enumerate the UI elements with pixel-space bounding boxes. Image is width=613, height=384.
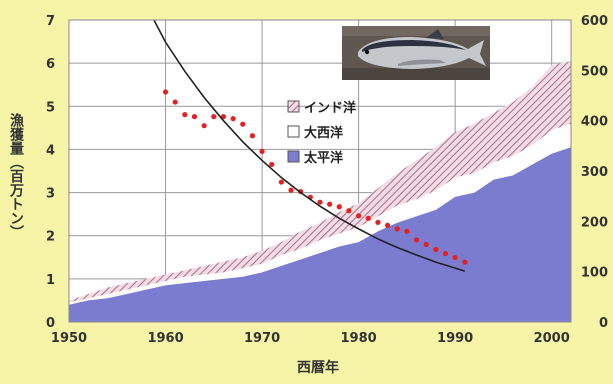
cpue-point-1982 [375,219,381,225]
cpue-point-1986 [413,237,420,243]
y-tick-label-5: 5 [46,100,55,115]
y-tick-label-0: 0 [46,316,55,331]
cpue-point-1990 [452,254,458,261]
cpue-point-1964 [201,123,207,129]
cpue-point-1979 [346,208,352,214]
cpue-point-1977 [327,201,333,207]
axis-ticks: 1950 1960 1970 1980 1990 2000 0 1 2 3 4 5 6 7 0 100 200 3… [46,14,608,346]
cpue-point-1978 [336,204,342,210]
cpue-point-1983 [384,222,391,228]
x-tick-label-1970: 1970 [244,331,280,346]
y2-tick-label-0: 0 [599,316,608,331]
x-tick-label-2000: 2000 [534,331,570,346]
cpue-point-1965 [211,114,217,120]
trend-curve [153,20,466,272]
cpue-point-1984 [394,226,400,232]
x-tick-label-1980: 1980 [341,331,377,346]
legend-label-indian: インド洋 [304,100,356,116]
cpue-point-1967 [230,116,236,122]
cpue-point-1991 [462,259,468,265]
legend-label-atlantic: 大西洋 [304,125,343,141]
legend-swatch-indian [287,100,300,113]
x-tick-label-1960: 1960 [147,331,183,346]
cpue-point-1960 [162,89,169,95]
cpue-point-1972 [278,179,284,185]
cpue-point-1968 [240,121,246,127]
y-tick-label-6: 6 [46,57,55,72]
cpue-point-1981 [365,215,371,221]
y2-tick-label-100: 100 [581,266,608,281]
y-tick-label-7: 7 [46,14,55,29]
x-axis-title: 西暦年 [297,359,339,376]
legend-label-pacific: 太平洋 [303,150,343,166]
cpue-point-1961 [172,99,178,105]
y-axis-title: 漁獲量（百万トン） [8,112,25,239]
y-tick-label-1: 1 [46,273,55,288]
plot-frame [68,19,572,323]
cpue-point-1980 [356,213,362,219]
cpue-point-1969 [249,133,256,139]
y2-tick-label-400: 400 [581,115,608,130]
y-tick-label-2: 2 [46,230,55,245]
cpue-point-1962 [182,112,188,118]
tuna-photo [342,26,490,80]
trend-line [153,20,466,272]
cpue-point-1970 [259,148,265,154]
cpue-point-1987 [423,241,429,248]
y-tick-label-4: 4 [46,143,55,158]
cpue-point-1971 [269,161,275,168]
area-pacific [69,147,571,322]
cpue-point-1976 [317,199,323,205]
legend-swatch-atlantic [287,125,300,138]
cpue-point-1988 [433,246,439,253]
x-tick-label-1950: 1950 [51,331,87,346]
x-tick-label-1990: 1990 [437,331,473,346]
y2-tick-label-600: 600 [581,14,608,29]
y2-tick-label-500: 500 [581,64,608,79]
legend-swatch-pacific [287,150,300,163]
y2-tick-label-300: 300 [581,165,608,180]
y2-tick-label-200: 200 [581,215,608,230]
cpue-points [162,89,468,265]
area-series [69,60,571,322]
y-tick-label-3: 3 [46,187,55,202]
cpue-point-1973 [288,187,294,193]
cpue-point-1963 [191,114,198,120]
cpue-point-1989 [442,250,449,257]
cpue-point-1985 [404,228,410,234]
